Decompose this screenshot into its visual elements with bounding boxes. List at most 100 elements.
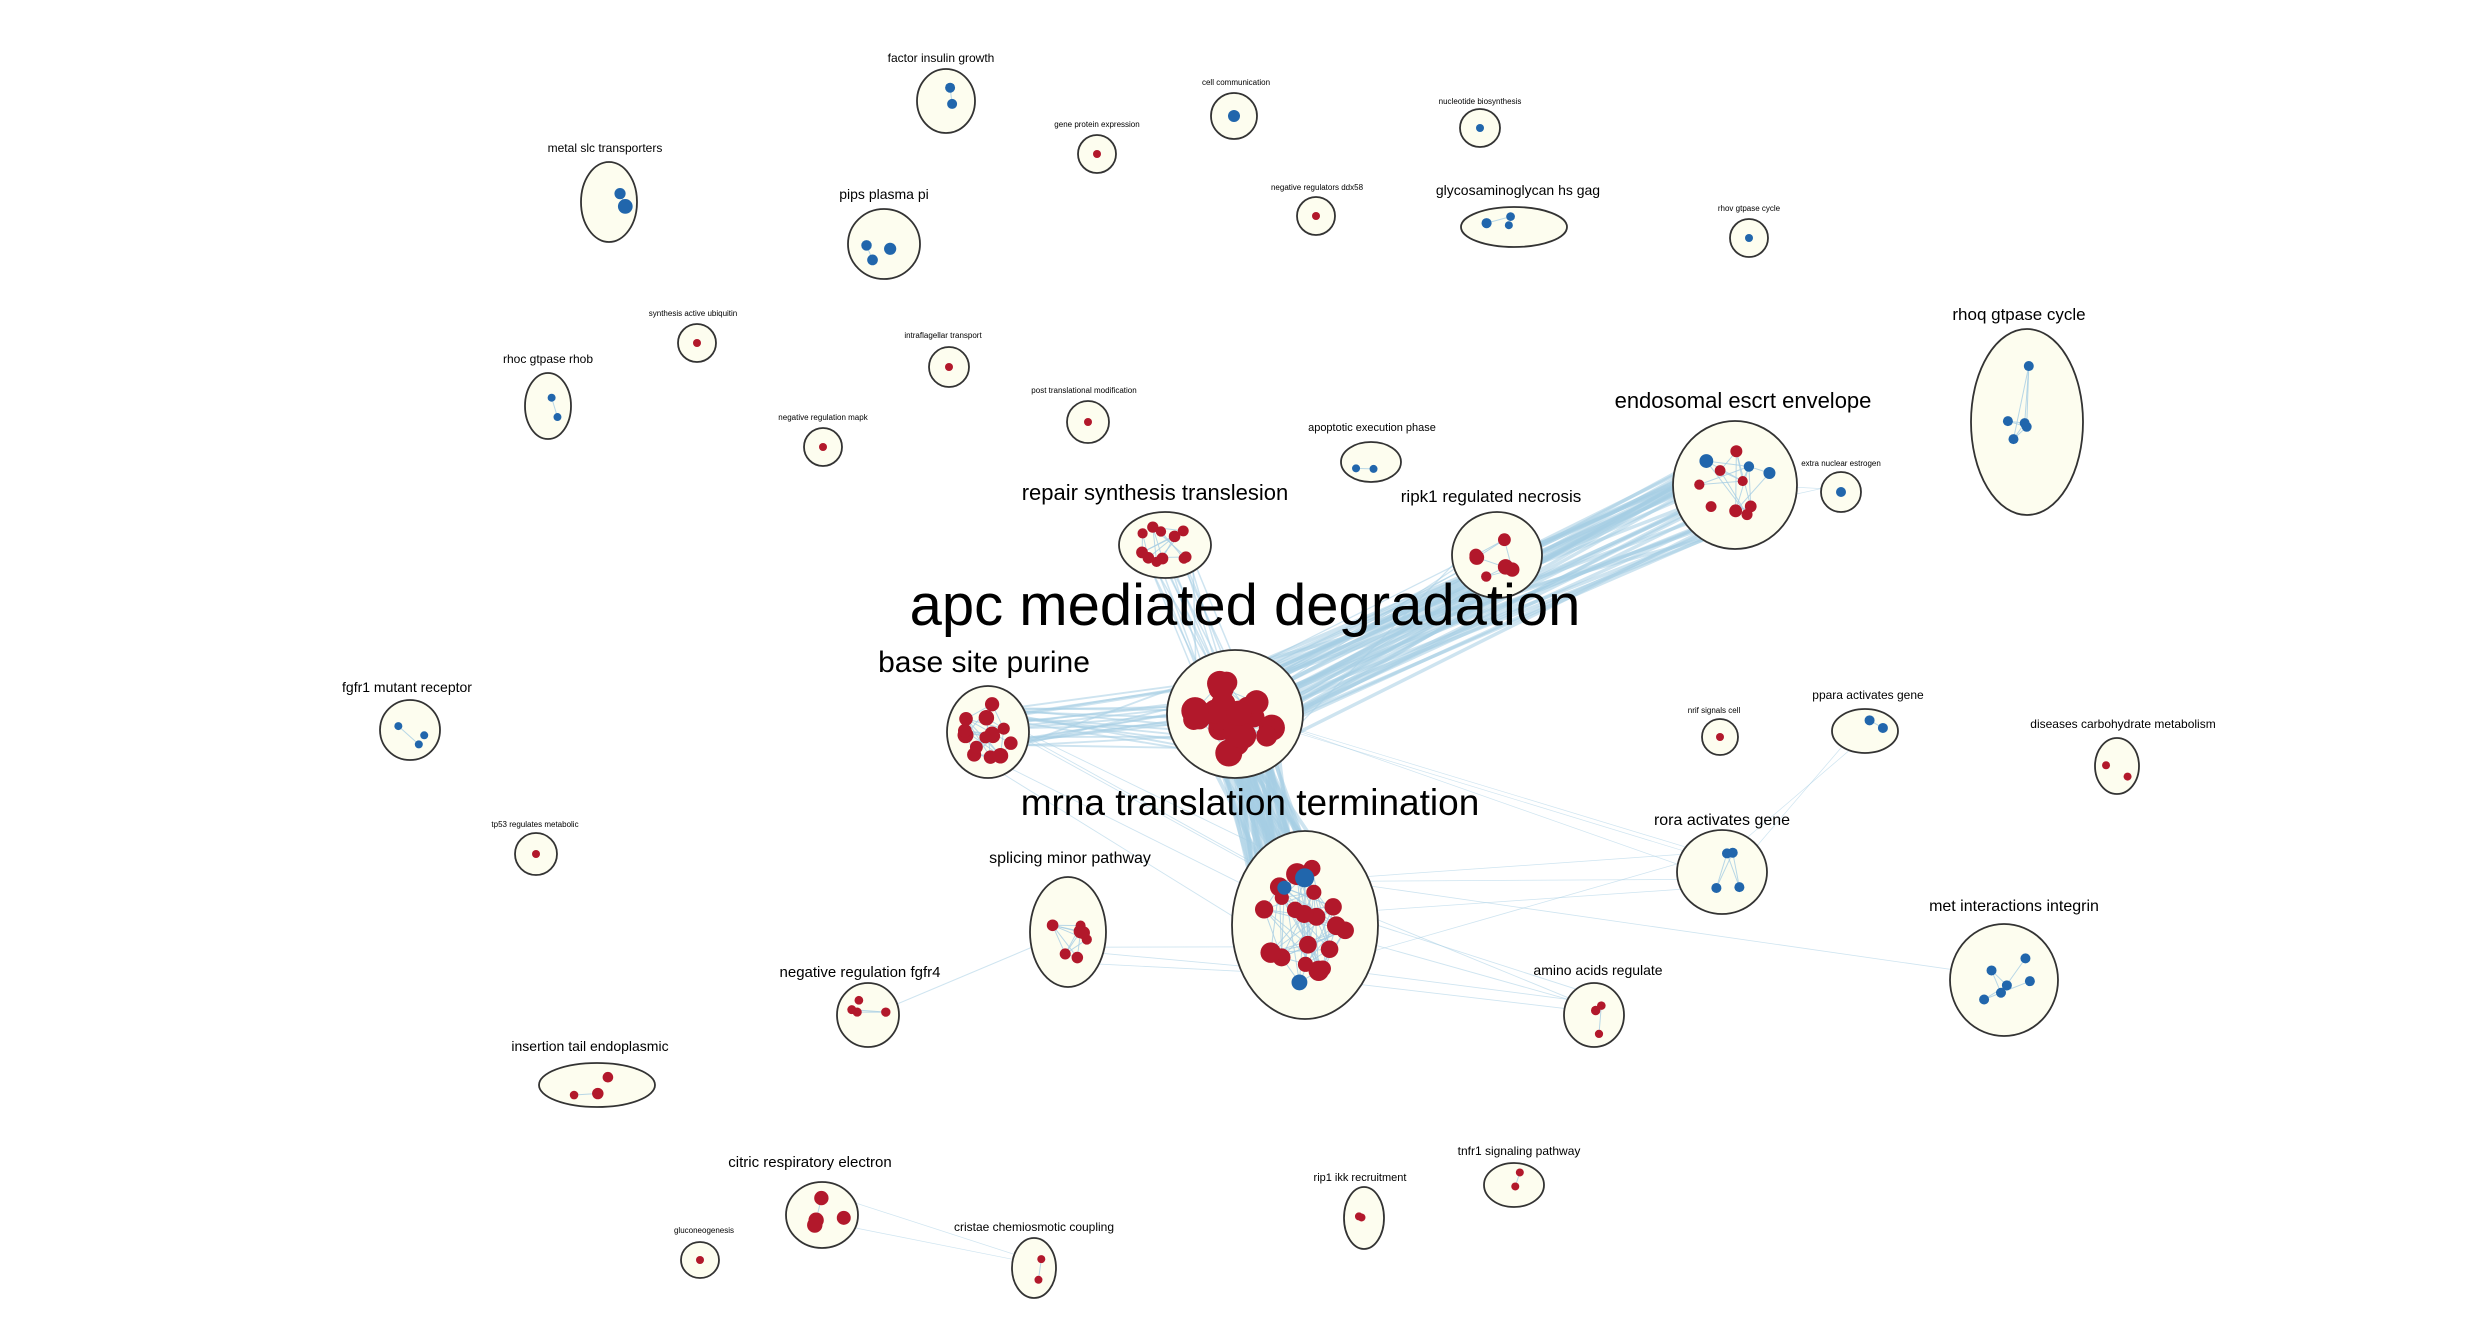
- gene-set-node-up[interactable]: [959, 712, 973, 726]
- gene-set-node-down[interactable]: [553, 413, 562, 422]
- cluster-extranuc[interactable]: [1820, 471, 1862, 513]
- gene-set-node-up[interactable]: [1244, 690, 1269, 715]
- cluster-synthesisub[interactable]: [677, 323, 717, 363]
- cluster-diseasescarb[interactable]: [2094, 737, 2140, 795]
- cluster-amino[interactable]: [1563, 982, 1625, 1048]
- gene-set-node-up[interactable]: [1286, 901, 1304, 919]
- gene-set-node-down[interactable]: [2021, 421, 2032, 432]
- cluster-rora[interactable]: [1676, 829, 1768, 915]
- cluster-negfgfr4[interactable]: [836, 982, 900, 1048]
- gene-set-node-up[interactable]: [1137, 528, 1148, 539]
- gene-set-node-up[interactable]: [1312, 212, 1320, 220]
- gene-set-node-up[interactable]: [1297, 956, 1314, 972]
- gene-set-node-up[interactable]: [945, 363, 953, 371]
- gene-set-node-down[interactable]: [1727, 847, 1738, 858]
- gene-set-node-down[interactable]: [1734, 882, 1745, 893]
- cluster-tnfr1[interactable]: [1483, 1162, 1545, 1208]
- cluster-base[interactable]: [946, 685, 1030, 779]
- cluster-apc[interactable]: [1166, 649, 1304, 779]
- cluster-insertion[interactable]: [538, 1062, 656, 1108]
- gene-set-node-up[interactable]: [1034, 1275, 1043, 1284]
- cluster-intraflag[interactable]: [928, 346, 970, 388]
- gene-set-node-down[interactable]: [1228, 110, 1240, 122]
- gene-set-node-up[interactable]: [1336, 921, 1354, 940]
- cluster-ripk1[interactable]: [1451, 511, 1543, 599]
- cluster-repair[interactable]: [1118, 511, 1212, 579]
- gene-set-node-up[interactable]: [852, 1007, 862, 1017]
- gene-set-node-down[interactable]: [1743, 461, 1755, 472]
- gene-set-node-down[interactable]: [1995, 987, 2006, 998]
- gene-set-node-down[interactable]: [945, 82, 956, 93]
- gene-set-node-up[interactable]: [1084, 418, 1092, 426]
- gene-set-node-down[interactable]: [1986, 965, 1997, 976]
- gene-set-node-up[interactable]: [1511, 1182, 1520, 1191]
- gene-set-node-down[interactable]: [2024, 976, 2035, 987]
- gene-set-node-down[interactable]: [1745, 234, 1753, 242]
- gene-set-node-up[interactable]: [1716, 733, 1724, 741]
- gene-set-node-up[interactable]: [1254, 900, 1274, 919]
- gene-set-node-up[interactable]: [1594, 1029, 1604, 1039]
- gene-set-node-down[interactable]: [1369, 464, 1378, 473]
- gene-set-node-down[interactable]: [1877, 722, 1888, 733]
- gene-set-node-up[interactable]: [1497, 533, 1511, 547]
- cluster-cellcomm[interactable]: [1210, 92, 1258, 140]
- gene-set-node-up[interactable]: [997, 722, 1010, 735]
- gene-set-node-down[interactable]: [1504, 221, 1513, 230]
- gene-set-node-up[interactable]: [569, 1090, 579, 1100]
- cluster-citric[interactable]: [785, 1181, 859, 1249]
- cluster-posttrans[interactable]: [1066, 400, 1110, 444]
- cluster-fgfr1[interactable]: [379, 699, 441, 761]
- cluster-met[interactable]: [1949, 923, 2059, 1037]
- gene-set-node-up[interactable]: [814, 1190, 829, 1206]
- gene-set-node-up[interactable]: [1741, 509, 1753, 521]
- cluster-factorinsulin[interactable]: [916, 68, 976, 134]
- gene-set-node-down[interactable]: [2020, 953, 2031, 964]
- gene-set-node-up[interactable]: [592, 1087, 604, 1100]
- gene-set-node-up[interactable]: [1357, 1213, 1366, 1222]
- gene-set-node-up[interactable]: [854, 995, 864, 1005]
- gene-set-node-up[interactable]: [1077, 926, 1090, 940]
- gene-set-node-up[interactable]: [807, 1217, 823, 1233]
- gene-set-node-down[interactable]: [1711, 882, 1722, 893]
- gene-set-node-down[interactable]: [614, 188, 626, 200]
- gene-set-node-down[interactable]: [884, 242, 897, 255]
- cluster-rhov[interactable]: [1729, 218, 1769, 258]
- gene-set-node-up[interactable]: [978, 709, 995, 726]
- gene-set-node-down[interactable]: [861, 240, 872, 251]
- cluster-rhoc[interactable]: [524, 372, 572, 440]
- gene-set-node-up[interactable]: [1324, 898, 1342, 916]
- cluster-tp53[interactable]: [514, 832, 558, 876]
- gene-set-node-up[interactable]: [696, 1256, 704, 1264]
- gene-set-node-up[interactable]: [984, 697, 1000, 712]
- cluster-glycosamino[interactable]: [1460, 206, 1568, 248]
- gene-set-node-down[interactable]: [1979, 994, 1990, 1005]
- gene-set-node-up[interactable]: [1037, 1255, 1046, 1264]
- gene-set-node-up[interactable]: [1046, 919, 1059, 932]
- gene-set-node-up[interactable]: [1059, 948, 1071, 960]
- gene-set-node-down[interactable]: [867, 254, 878, 266]
- cluster-mrna[interactable]: [1231, 830, 1379, 1020]
- gene-set-node-down[interactable]: [1295, 868, 1315, 888]
- gene-set-node-up[interactable]: [1714, 465, 1726, 476]
- gene-set-node-up[interactable]: [1260, 942, 1281, 963]
- cluster-pips[interactable]: [847, 208, 921, 280]
- gene-set-node-down[interactable]: [414, 740, 423, 749]
- gene-set-node-down[interactable]: [547, 393, 556, 402]
- gene-set-node-up[interactable]: [1481, 571, 1492, 582]
- gene-set-node-up[interactable]: [969, 740, 983, 754]
- gene-set-node-up[interactable]: [1203, 699, 1228, 724]
- gene-set-node-down[interactable]: [394, 722, 403, 731]
- gene-set-node-up[interactable]: [979, 731, 992, 744]
- gene-set-node-down[interactable]: [1864, 715, 1875, 726]
- gene-set-node-up[interactable]: [1071, 951, 1084, 964]
- cluster-negddx58[interactable]: [1296, 196, 1336, 236]
- cluster-nucleotide[interactable]: [1459, 108, 1501, 148]
- gene-set-node-up[interactable]: [1093, 150, 1101, 158]
- gene-set-node-up[interactable]: [1590, 1005, 1601, 1016]
- cluster-rip1[interactable]: [1343, 1186, 1385, 1250]
- gene-set-node-up[interactable]: [1505, 562, 1520, 577]
- gene-set-node-up[interactable]: [1469, 550, 1485, 565]
- gene-set-node-down[interactable]: [1836, 487, 1846, 497]
- gene-set-node-down[interactable]: [2002, 416, 2013, 427]
- gene-set-node-up[interactable]: [1180, 551, 1192, 563]
